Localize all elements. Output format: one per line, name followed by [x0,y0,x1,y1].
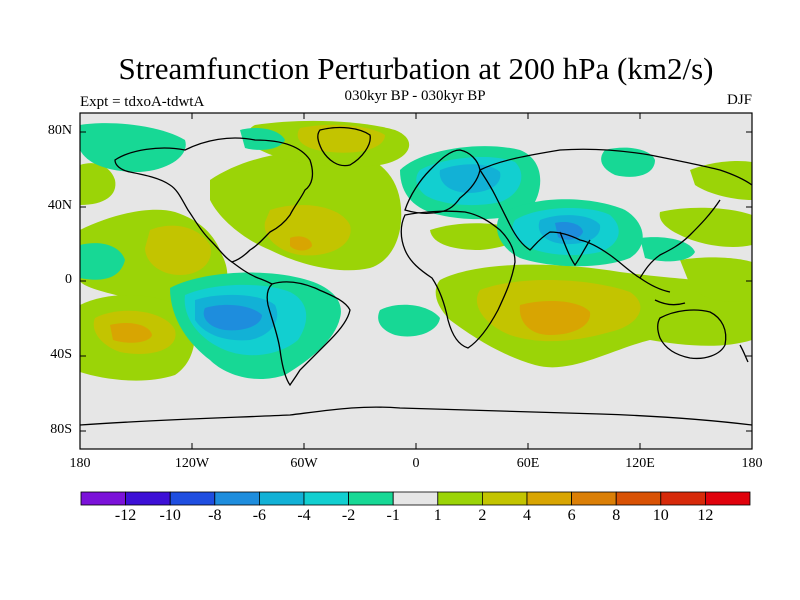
positive-region-west-pacific [659,207,752,247]
minimum-region-south-america [203,304,262,331]
colorbar-swatch [660,491,706,506]
lat-tick-label: 40S [50,347,72,362]
colorbar-label: 10 [652,507,669,524]
positive-region-east-pacific-south [680,257,752,302]
negative-region-north-pacific [80,123,186,172]
colorbar-label: -4 [297,507,311,524]
colorbar-label: 4 [523,507,531,524]
negative-region-arctic-canada [240,128,285,150]
negative-region-east-asia [601,147,655,177]
negative-region-south-atlantic [378,304,440,337]
colorbar-label: 2 [478,507,487,524]
chart-subtitle: 030kyr BP - 030kyr BP [344,88,486,104]
lat-tick-label: 80N [47,123,72,138]
peak-region-south-pacific [110,323,152,343]
high-region-pacific [145,225,211,275]
axis-ticks [80,113,752,449]
colorbar-label: -1 [386,507,400,524]
colorbar-swatch [125,491,171,506]
lon-tick-label: 120W [174,456,210,471]
colorbar-swatch [615,491,662,506]
colorbar-label: -10 [159,507,181,524]
colorbar-swatch [437,491,483,506]
colorbar-swatch [169,491,216,506]
colorbar-swatch [214,491,260,506]
contour-field [80,113,752,449]
lat-tick-label: 0 [65,272,72,287]
lon-tick-label: 60E [516,456,540,471]
negative-region-west-pacific-tropics [80,243,125,280]
lat-tick-label: 40N [47,198,72,213]
season-label: DJF [726,92,752,108]
positive-region-east-asia [690,160,752,200]
peak-region-caribbean [290,236,312,251]
colorbar [80,491,751,506]
colorbar-label: 8 [612,507,621,524]
experiment-label: Expt = tdxoA-tdwtA [80,94,205,110]
colorbar-label: 1 [433,507,442,524]
colorbar-swatch [80,491,126,506]
colorbar-label: -6 [252,507,267,524]
colorbar-swatch [348,491,394,506]
peak-region-indian-ocean [519,300,591,335]
colorbar-swatch [392,491,439,506]
coastlines [80,126,752,426]
lat-tick-label: 80S [50,422,72,437]
lon-tick-label: 180 [741,456,763,471]
minimum-region-asia [555,222,583,240]
lon-tick-label: 0 [412,456,420,471]
chart-title: Streamfunction Perturbation at 200 hPa (… [118,51,714,86]
high-region-atlantic [264,205,351,256]
colorbar-swatch [258,491,305,506]
colorbar-swatch [705,491,751,506]
colorbar-swatch [526,491,572,506]
colorbar-swatch [481,491,528,506]
lon-tick-label: 120E [625,456,655,471]
colorbar-label: -12 [114,507,137,524]
colorbar-label: 6 [567,507,576,524]
colorbar-swatch [571,491,617,506]
colorbar-label: -2 [341,507,356,524]
colorbar-label: -8 [208,507,222,524]
very-low-region-eurasia [439,164,501,193]
positive-region-north-pacific [80,163,116,205]
colorbar-swatch [303,491,349,506]
lon-tick-label: 180 [69,456,91,471]
lon-tick-label: 60W [290,456,318,471]
colorbar-label: 12 [697,507,714,524]
